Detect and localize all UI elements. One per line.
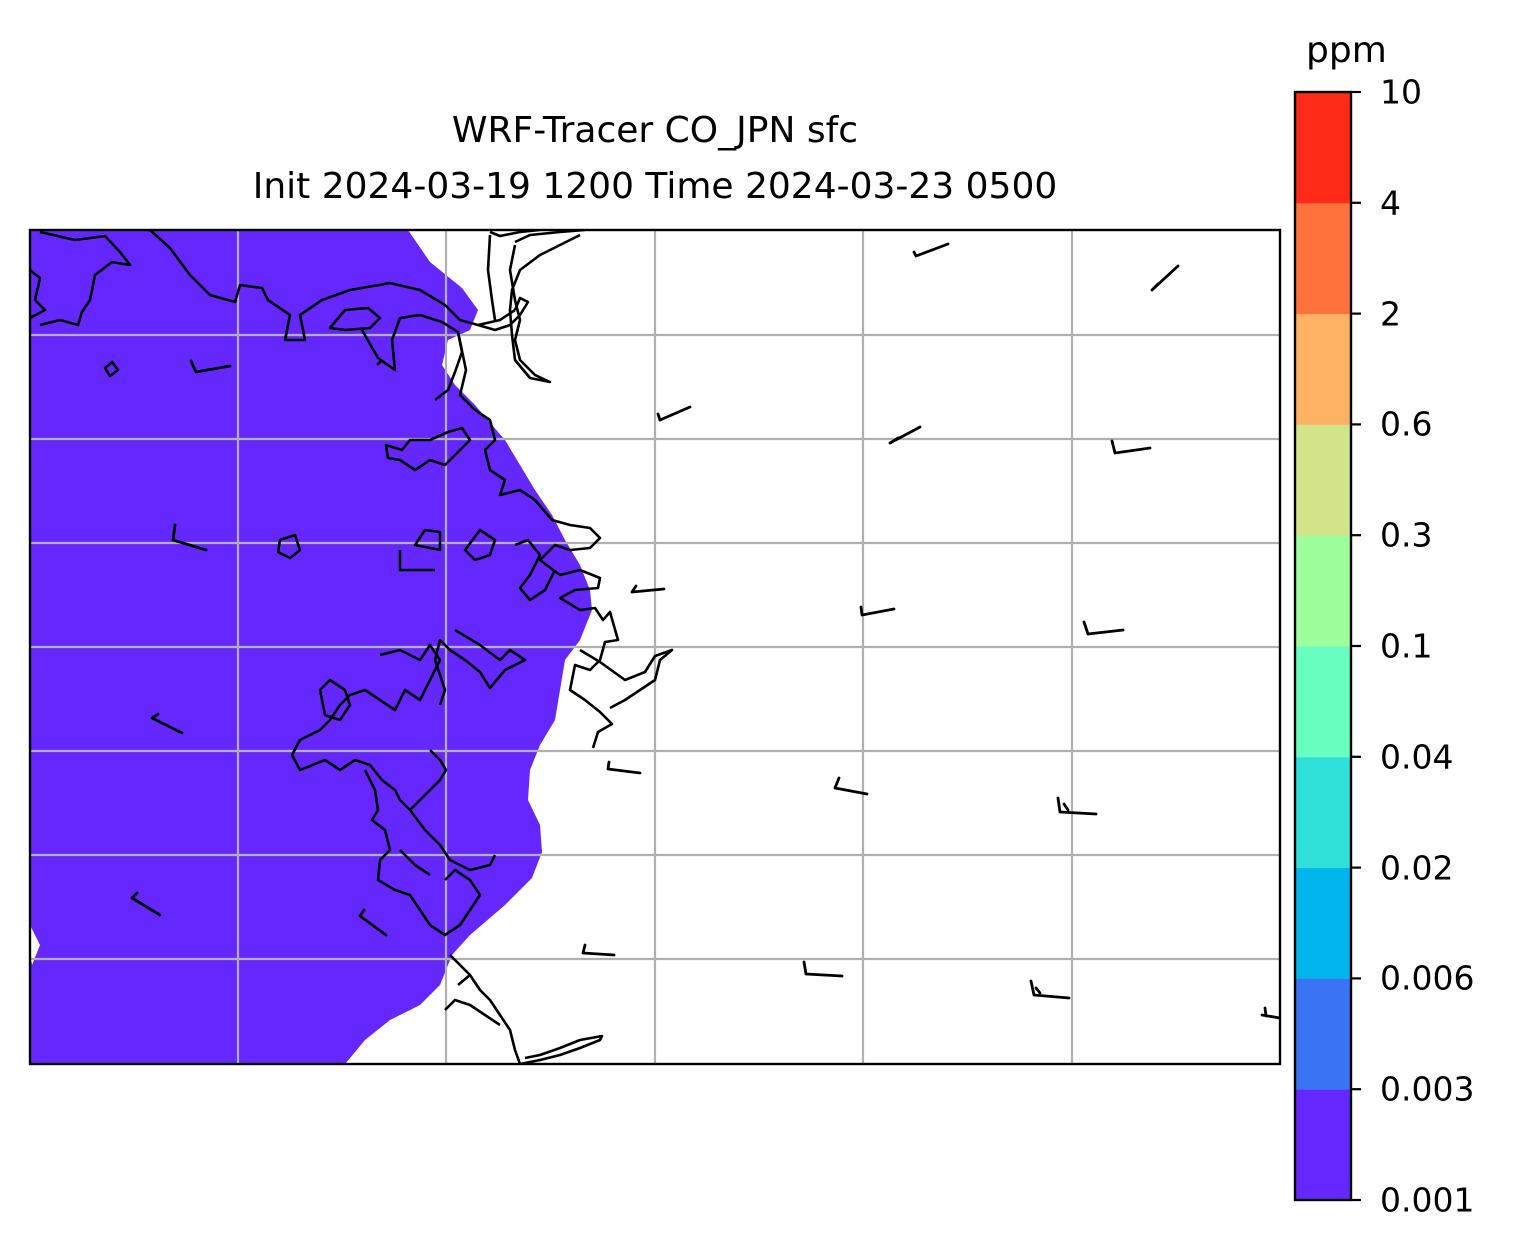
wind-barb <box>833 776 869 796</box>
map-panel <box>30 230 1280 1064</box>
colorbar-segment <box>1295 202 1351 315</box>
colorbar-tick-label: 10 <box>1380 72 1422 112</box>
colorbar-segment <box>1295 756 1351 869</box>
wind-barb <box>1029 979 1071 1000</box>
colorbar-tick-label: 0.001 <box>1380 1180 1475 1220</box>
wind-barb <box>358 908 388 937</box>
wind-barb <box>581 943 616 957</box>
colorbar-segment <box>1295 424 1351 536</box>
colorbar-tick-label: 0.003 <box>1380 1069 1475 1109</box>
wind-barb <box>1110 439 1152 455</box>
colorbar <box>1293 90 1361 1202</box>
wind-barb <box>912 242 950 258</box>
wind-barb <box>656 405 692 422</box>
wind-barb <box>888 425 922 445</box>
map-title-line1: WRF-Tracer CO_JPN sfc <box>451 110 859 151</box>
wind-barb <box>802 960 844 978</box>
wind-barb <box>859 605 896 617</box>
wind-barb <box>1056 796 1098 816</box>
colorbar-segment <box>1295 313 1351 425</box>
wind-barb <box>630 584 666 594</box>
wind-barb <box>1150 264 1180 292</box>
wind-barb <box>1082 620 1125 636</box>
colorbar-tick-label: 2 <box>1380 294 1401 334</box>
colorbar-tick-label: 0.3 <box>1380 515 1433 555</box>
colorbar-segment <box>1295 646 1351 758</box>
colorbar-tick-label: 0.1 <box>1380 626 1433 666</box>
colorbar-segment <box>1295 867 1351 979</box>
colorbar-segment <box>1295 978 1351 1090</box>
wind-barb <box>150 712 184 735</box>
colorbar-tick-label: 0.6 <box>1380 404 1433 444</box>
map-title-line2: Init 2024-03-19 1200 Time 2024-03-23 050… <box>252 166 1058 207</box>
wind-barbs <box>130 242 1280 1020</box>
wind-barb <box>376 360 382 366</box>
wind-barb <box>130 891 162 917</box>
coastlines <box>30 230 674 1064</box>
colorbar-unit-label: ppm <box>1306 30 1387 71</box>
map-frame <box>28 228 1282 1066</box>
colorbar-tick-label: 4 <box>1380 183 1401 223</box>
wind-barb <box>171 523 208 552</box>
field-gap <box>30 925 40 965</box>
wind-barb <box>606 760 642 775</box>
colorbar-segment <box>1295 535 1351 647</box>
colorbar-segment <box>1295 92 1351 204</box>
wind-barb <box>1260 1006 1280 1020</box>
colorbar-tick-label: 0.04 <box>1380 737 1454 777</box>
colorbar-tick-label: 0.006 <box>1380 958 1475 998</box>
wind-barb <box>189 359 232 374</box>
colorbar-segment <box>1295 1089 1351 1201</box>
colorbar-tick-label: 0.02 <box>1380 848 1454 888</box>
